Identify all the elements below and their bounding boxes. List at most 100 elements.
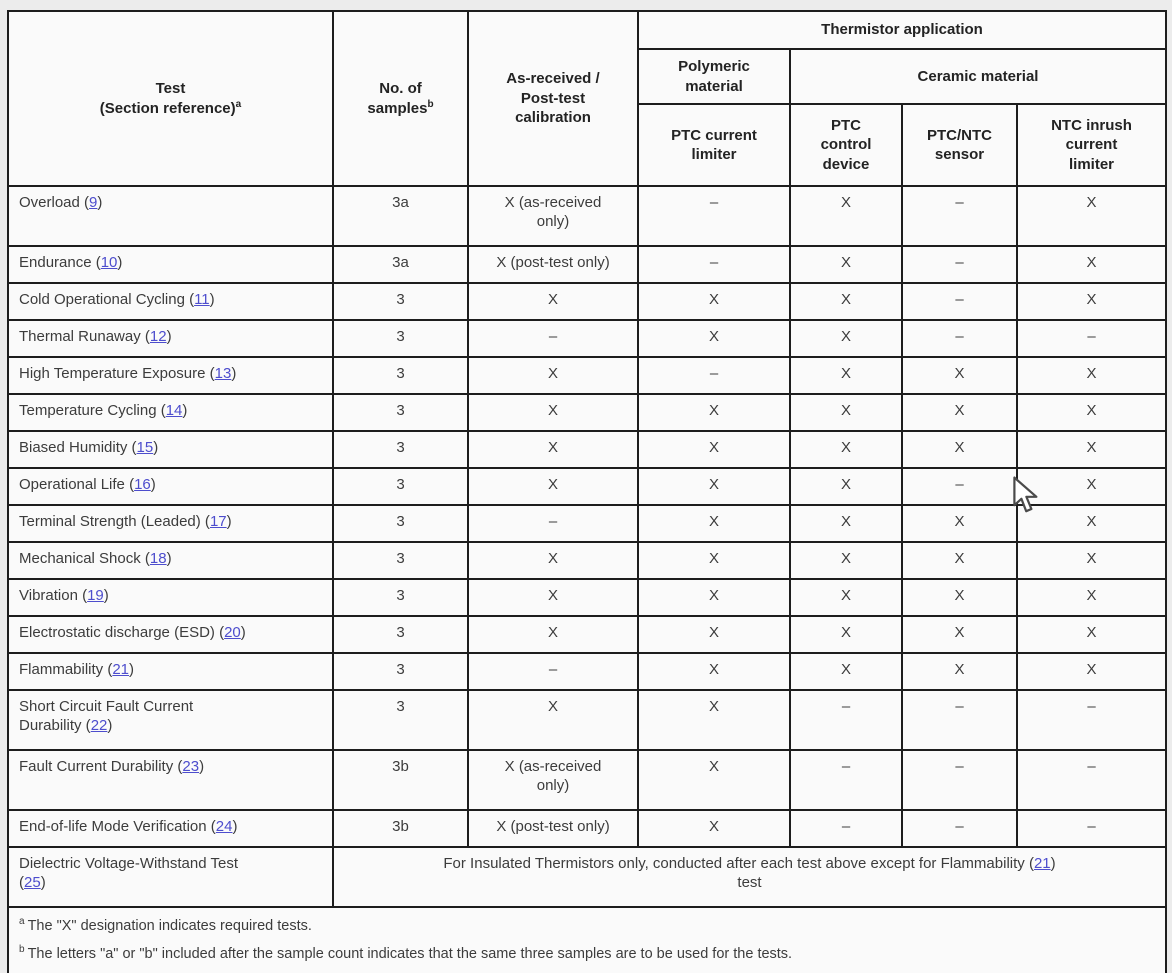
calibration-cell: – <box>467 319 639 358</box>
application-cell: X <box>637 319 791 358</box>
col-header-thermistor-application: Thermistor application <box>636 10 1168 50</box>
dielectric-note-text-end: ) test <box>737 855 1056 891</box>
application-cell: X <box>789 245 903 284</box>
ref-close: ) <box>153 439 159 456</box>
flammability-ref-link[interactable]: 21 <box>1033 855 1051 872</box>
section-ref-link[interactable]: 20 <box>224 624 241 641</box>
application-cell: X <box>901 504 1018 543</box>
application-cell: – <box>901 689 1018 751</box>
table-row: High Temperature Exposure (13) 3 X – X X X <box>7 356 1168 395</box>
application-cell: – <box>789 689 903 751</box>
test-name-cell: Cold Operational Cycling (11) <box>7 282 334 321</box>
calibration-cell: X (post-test only) <box>467 245 639 284</box>
col-header-calibration: As-received / Post-test calibration <box>467 10 639 187</box>
header-row-3: PTC current limiter PTC control device P… <box>8 103 1168 187</box>
application-cell: X <box>1015 393 1168 432</box>
section-ref-link[interactable]: 13 <box>214 365 232 382</box>
application-cell: X <box>901 393 1018 432</box>
application-cell: X <box>901 430 1018 469</box>
section-ref-link[interactable]: 12 <box>149 328 167 345</box>
application-cell: – <box>637 245 791 284</box>
col-header-ptc-ntc-sensor: PTC/NTC sensor <box>901 103 1018 187</box>
application-cell: X <box>789 615 903 654</box>
application-cell: X <box>901 356 1018 395</box>
test-name: Endurance ( <box>19 254 101 271</box>
ref-close: ) <box>97 194 103 211</box>
test-name-cell: Vibration (19) <box>7 578 334 617</box>
application-cell: X <box>1015 356 1168 395</box>
application-cell: X <box>1015 245 1168 284</box>
section-ref-link[interactable]: 9 <box>89 194 98 211</box>
samples-cell: 3 <box>332 430 469 469</box>
section-ref-link[interactable]: 18 <box>149 550 167 567</box>
samples-cell: 3 <box>332 504 469 543</box>
ref-close: ) <box>117 254 123 271</box>
test-name-cell: Overload (9) <box>7 185 334 247</box>
samples-cell: 3 <box>332 467 469 506</box>
col-header-ptc-control-device: PTC control device <box>789 103 903 187</box>
col-header-ceramic-material: Ceramic material <box>788 48 1168 105</box>
application-cell: X <box>789 652 903 691</box>
application-cell: X <box>1015 652 1168 691</box>
application-cell: X <box>789 578 903 617</box>
section-ref-link[interactable]: 24 <box>215 818 233 835</box>
test-name-cell: Temperature Cycling (14) <box>7 393 334 432</box>
dielectric-note-text: For Insulated Thermistors only, conducte… <box>443 855 1034 872</box>
ref-close: ) <box>231 365 237 382</box>
test-name: Electrostatic discharge (ESD) ( <box>19 624 225 641</box>
table-row: Biased Humidity (15) 3 X X X X X <box>7 430 1168 469</box>
table-row: Temperature Cycling (14) 3 X X X X X <box>7 393 1168 432</box>
footnotes-cell: a The "X" designation indicates required … <box>6 905 1168 973</box>
application-cell: X <box>789 467 903 506</box>
application-cell: X <box>637 809 791 848</box>
footnote-b-text: The letters "a" or "b" included after th… <box>27 946 793 963</box>
test-name: Terminal Strength (Leaded) ( <box>19 513 210 530</box>
ref-close: ) <box>40 873 46 891</box>
section-ref-link[interactable]: 10 <box>100 254 118 271</box>
application-cell: X <box>1015 541 1168 580</box>
test-name-cell: Short Circuit Fault Current Durability (… <box>7 689 334 751</box>
application-cell: X <box>789 319 903 358</box>
calibration-cell: X <box>467 689 639 751</box>
calibration-cell: X <box>467 578 639 617</box>
application-cell: – <box>1015 749 1168 811</box>
section-ref-link[interactable]: 25 <box>24 873 41 891</box>
test-name: End-of-life Mode Verification ( <box>19 818 216 835</box>
application-cell: X <box>637 430 791 469</box>
application-cell: X <box>1015 282 1168 321</box>
col-header-test-label: Test (Section reference) <box>99 80 236 117</box>
section-ref-link[interactable]: 17 <box>209 513 227 530</box>
samples-cell: 3 <box>332 319 469 358</box>
ref-close: ) <box>150 476 156 493</box>
ref-close: ) <box>226 513 232 530</box>
application-cell: X <box>637 689 791 751</box>
samples-cell: 3a <box>332 245 469 284</box>
ref-close: ) <box>199 758 205 775</box>
application-cell: X <box>637 615 791 654</box>
application-cell: X <box>637 467 791 506</box>
section-ref-link[interactable]: 14 <box>165 402 183 419</box>
application-cell: X <box>901 615 1018 654</box>
section-ref-link[interactable]: 11 <box>194 291 210 308</box>
application-cell: X <box>789 282 903 321</box>
application-cell: X <box>1015 430 1168 469</box>
application-cell: X <box>637 504 791 543</box>
ref-close: ) <box>232 818 238 835</box>
ref-open: ( <box>19 873 24 891</box>
application-cell: X <box>789 185 903 247</box>
section-ref-link[interactable]: 22 <box>90 716 108 734</box>
section-ref-link[interactable]: 21 <box>112 661 130 678</box>
thermistor-test-table: Test (Section reference)a No. of samples… <box>6 10 1168 973</box>
col-header-ptc-current-limiter: PTC current limiter <box>637 103 791 187</box>
section-ref-link[interactable]: 19 <box>87 587 104 604</box>
ref-close: ) <box>240 624 246 641</box>
section-ref-link[interactable]: 23 <box>182 758 200 775</box>
section-ref-link[interactable]: 16 <box>134 476 151 493</box>
calibration-cell: – <box>467 504 639 543</box>
test-name-cell: Dielectric Voltage-Withstand Test (25) <box>7 846 334 908</box>
section-ref-link[interactable]: 15 <box>136 439 154 456</box>
application-cell: X <box>901 578 1018 617</box>
table-row-dielectric: Dielectric Voltage-Withstand Test (25) F… <box>7 846 1168 908</box>
application-cell: – <box>1015 689 1168 751</box>
test-name-cell: Thermal Runaway (12) <box>7 319 334 358</box>
